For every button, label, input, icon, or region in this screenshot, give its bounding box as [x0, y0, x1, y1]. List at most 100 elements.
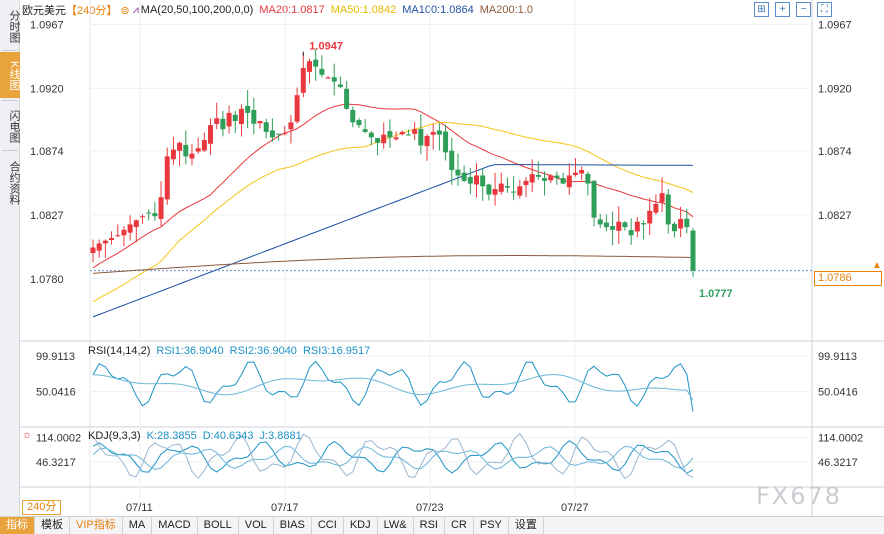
- toolbar-tab-14[interactable]: 设置: [509, 517, 544, 534]
- candle-up: [399, 131, 405, 135]
- candle-down: [455, 169, 461, 176]
- toolbar-tab-7[interactable]: BIAS: [274, 517, 312, 534]
- ma20-line: [92, 103, 694, 269]
- period-label: 【240分】: [66, 5, 118, 17]
- tab-kline[interactable]: K线图: [0, 52, 20, 98]
- candle-up: [678, 218, 684, 229]
- candle-down: [232, 114, 238, 122]
- toolbar-tab-11[interactable]: RSI: [414, 517, 445, 534]
- candle-up: [177, 142, 183, 151]
- candle-up: [189, 153, 195, 159]
- candle-down: [344, 88, 350, 109]
- rsi-header: RSI(14,14,2) RSI1:36.9040 RSI2:36.9040 R…: [88, 345, 370, 357]
- candle-up: [523, 180, 529, 186]
- candle-down: [690, 230, 696, 271]
- candle-down: [449, 150, 455, 170]
- candle-up: [127, 224, 133, 233]
- candle-down: [610, 226, 616, 230]
- candle-up: [634, 221, 640, 232]
- rsi-tick-right: 50.0416: [818, 387, 858, 399]
- tab-divider: [2, 100, 18, 101]
- candle-down: [337, 84, 343, 88]
- candle-down: [183, 144, 189, 157]
- toolbar-tab-10[interactable]: LW&: [378, 517, 414, 534]
- candle-up: [647, 210, 653, 224]
- candle-up: [195, 148, 201, 152]
- candle-down: [220, 118, 226, 130]
- j-value: J:3.8881: [259, 430, 302, 442]
- toolbar-tab-4[interactable]: MACD: [152, 517, 198, 534]
- rsi-tick-left: 99.9113: [36, 351, 75, 363]
- period-selector[interactable]: 240分: [22, 500, 62, 515]
- ma100-line: [92, 164, 694, 318]
- candle-down: [486, 184, 492, 195]
- toolbar-tab-2[interactable]: VIP指标: [70, 517, 123, 534]
- candle-up: [133, 220, 139, 228]
- candle-down: [628, 230, 634, 236]
- toolbar-tab-0[interactable]: 指标: [0, 517, 35, 534]
- toolbar-tab-6[interactable]: VOL: [239, 517, 274, 534]
- chart-tools: ⊞ + − ⛶: [748, 2, 832, 17]
- candle-down: [560, 178, 566, 184]
- rsi3-value: RSI3:16.9517: [302, 345, 371, 357]
- toolbar-tab-13[interactable]: PSY: [474, 517, 509, 534]
- candle-up: [282, 133, 288, 135]
- fullscreen-icon[interactable]: ⛶: [817, 2, 832, 17]
- zoom-in-icon[interactable]: +: [775, 2, 790, 17]
- candle-down: [418, 128, 424, 146]
- candle-down: [387, 131, 393, 138]
- candle-down: [405, 134, 411, 136]
- candle-down: [585, 173, 591, 184]
- candle-up: [90, 247, 96, 253]
- tab-contract-info[interactable]: 合约资料: [8, 161, 20, 205]
- chart-type-tabs: 分时图 K线图 闪电图 合约资料: [0, 0, 20, 516]
- tab-timeshare[interactable]: 分时图: [8, 9, 20, 43]
- candle-down: [356, 120, 362, 126]
- sun-settings-icon[interactable]: ☼: [22, 429, 33, 441]
- candle-up: [517, 186, 523, 196]
- candle-down: [665, 194, 671, 225]
- candle-up: [306, 61, 312, 72]
- kdj-tick-left: 46.3217: [36, 457, 76, 469]
- price-tick-right: 1.0967: [818, 19, 852, 31]
- candle-down: [319, 68, 325, 75]
- toolbar-tab-1[interactable]: 模板: [35, 517, 70, 534]
- toolbar-tab-8[interactable]: CCI: [312, 517, 344, 534]
- candle-down: [331, 77, 337, 82]
- candle-down: [622, 222, 628, 228]
- kdj-j-line: [92, 432, 694, 480]
- toolbar-tab-3[interactable]: MA: [123, 517, 153, 534]
- ma100-value: MA100:1.0864: [402, 4, 474, 16]
- candle-up: [170, 149, 176, 160]
- candle-up: [325, 77, 331, 79]
- tab-lightning[interactable]: 闪电图: [8, 109, 20, 143]
- toolbar-tab-5[interactable]: BOLL: [198, 517, 239, 534]
- kline-chart[interactable]: 1.0967 1.0967 1.0920 1.0920 1.0874 1.0874 1.08…: [0, 0, 884, 516]
- candle-up: [653, 204, 659, 213]
- candle-down: [461, 172, 467, 181]
- candle-up: [115, 235, 121, 237]
- price-tick-left: 1.0827: [30, 210, 64, 222]
- settings-circle-icon[interactable]: ⊜: [120, 4, 130, 17]
- date-tick: 07/11: [126, 502, 153, 514]
- candle-down: [313, 59, 319, 67]
- kdj-tick-right: 46.3217: [818, 457, 858, 469]
- price-tick-left: 1.0780: [30, 274, 64, 286]
- zoom-out-icon[interactable]: −: [796, 2, 811, 17]
- candle-up: [393, 137, 399, 140]
- toolbar-tab-12[interactable]: CR: [445, 517, 474, 534]
- price-tick-left: 1.0967: [30, 19, 64, 31]
- candle-down: [467, 177, 473, 184]
- candle-up: [424, 136, 430, 147]
- candle-down: [511, 191, 517, 193]
- k-value: K:28.3855: [146, 430, 197, 442]
- ma200-value: MA200:1.0: [479, 4, 533, 16]
- rsi-lines: [92, 360, 694, 412]
- price-tick-left: 1.0920: [30, 83, 64, 95]
- candle-up: [381, 134, 387, 144]
- toolbar-tab-9[interactable]: KDJ: [344, 517, 378, 534]
- crosshair-icon[interactable]: ⊞: [754, 2, 769, 17]
- candle-up: [226, 112, 232, 127]
- candle-down: [684, 218, 690, 228]
- candle-down: [597, 219, 603, 225]
